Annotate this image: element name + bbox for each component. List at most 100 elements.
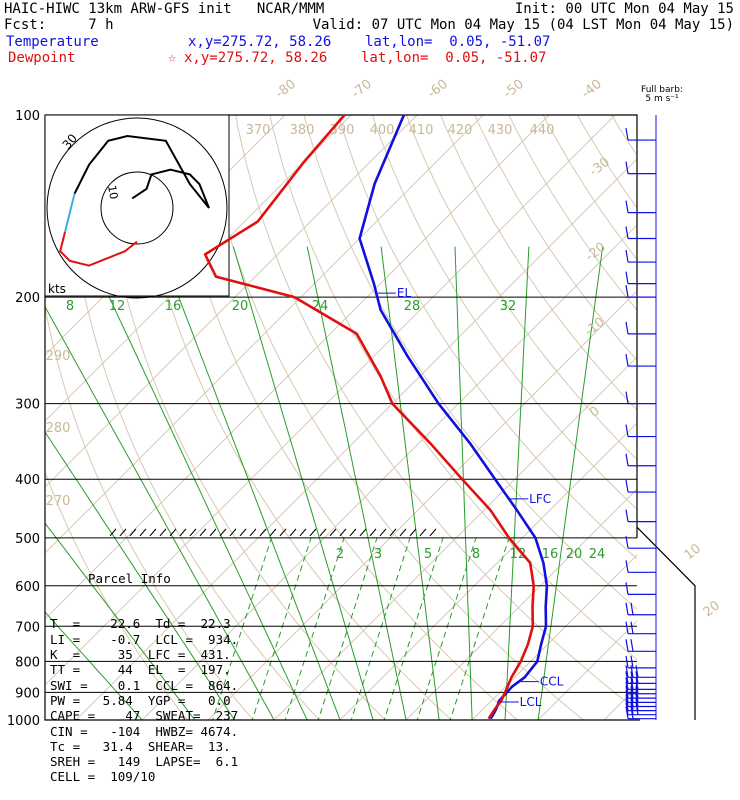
pressure-tick-label: 500 (15, 532, 40, 547)
wind-barb (626, 480, 656, 492)
wind-barb (626, 454, 656, 466)
hatch-mark (240, 529, 246, 536)
dry-adiabat-label: 410 (409, 123, 434, 138)
parcel-info-row: PW = 5.84 YGP = 0.0 (50, 693, 238, 708)
wind-barb-flag (626, 272, 628, 284)
mixing-ratio-line (248, 538, 311, 733)
wind-barb-flag (626, 480, 628, 492)
parcel-info-row: TT = 44 EL = 197. (50, 662, 238, 677)
level-label: EL (397, 286, 412, 300)
dry-adiabat-line (330, 87, 740, 733)
parcel-info-row: T = 22.6 Td = 22.3 (50, 616, 238, 631)
dry-adiabat-line (529, 87, 740, 733)
wind-barb (626, 603, 656, 615)
mixing-ratio-label: 12 (109, 299, 126, 314)
wind-barb (626, 128, 656, 140)
wind-barb-flag (626, 425, 628, 437)
pressure-tick-label: 600 (15, 580, 40, 595)
wind-barb-flag (626, 322, 628, 334)
hatch-mark (250, 529, 256, 536)
hatch-mark (330, 529, 336, 536)
wind-barb (626, 582, 656, 594)
mixing-ratio-label: 24 (589, 547, 606, 562)
wind-barb-flag (626, 162, 628, 174)
isotherm-line (525, 87, 740, 733)
wind-barb-flag (626, 354, 628, 366)
mixing-ratio-label: 8 (66, 299, 74, 314)
hatch-mark (360, 529, 366, 536)
dry-adiabat-line (397, 87, 740, 733)
hatch-mark (140, 529, 146, 536)
wind-barb-flag (626, 639, 628, 651)
isotherm-label: 10 (682, 541, 704, 563)
pressure-tick-label: 400 (15, 473, 40, 488)
wind-barb (626, 226, 656, 238)
dry-adiabat-line (695, 87, 740, 733)
pressure-tick-label: 100 (15, 109, 40, 124)
wind-barb (626, 201, 656, 213)
hatch-mark (430, 529, 436, 536)
pressure-tick-label: 1000 (7, 714, 40, 729)
hatch-mark (200, 529, 206, 536)
dry-adiabat-label: 430 (488, 123, 513, 138)
hatch-mark (340, 529, 346, 536)
mixing-ratio-label: 5 (424, 547, 432, 562)
hatch-mark (420, 529, 426, 536)
isotherm-label: -60 (425, 77, 451, 102)
dry-adiabat-line (728, 87, 740, 733)
mixing-ratio-line (347, 538, 410, 733)
level-label: CCL (540, 675, 564, 689)
parcel-info-row: SWI = 0.1 CCL = 864. (50, 678, 238, 693)
mixing-ratio-label: 16 (165, 299, 182, 314)
mixing-ratio-line (281, 538, 344, 733)
hatch-mark (260, 529, 266, 536)
hatch-mark (130, 529, 136, 536)
isotherm-line (657, 87, 740, 733)
level-label: LFC (529, 492, 551, 506)
wind-barb-flag (626, 250, 628, 262)
isotherm-line (459, 87, 740, 733)
hatch-mark (290, 529, 296, 536)
hatch-mark (160, 529, 166, 536)
hatch-mark (220, 529, 226, 536)
hatch-mark (350, 529, 356, 536)
hatch-mark (380, 529, 386, 536)
mixing-ratio-label: 32 (500, 299, 517, 314)
parcel-info-row: K = 35 LFC = 431. (50, 647, 238, 662)
pressure-tick-label: 800 (15, 655, 40, 670)
hatch-mark (210, 529, 216, 536)
wind-barb-flag (626, 603, 628, 615)
wind-barb-flag (626, 510, 628, 522)
wind-barb (626, 665, 656, 677)
parcel-info-row: CIN = -104 HWBZ= 4674. (50, 724, 238, 739)
mixing-ratio-label: 16 (542, 547, 559, 562)
wind-barb-flag (631, 639, 633, 651)
parcel-info-title: Parcel Info (50, 571, 238, 586)
parcel-info-row: LI = -0.7 LCL = 934. (50, 632, 238, 647)
moist-adiabat-line (307, 247, 409, 733)
hatch-mark (410, 529, 416, 536)
mixing-ratio-label: 20 (232, 299, 249, 314)
isotherm-line (327, 87, 740, 733)
wind-barb (626, 162, 656, 174)
dry-adiabat-line (363, 87, 740, 733)
dry-adiabat-label: 400 (370, 123, 395, 138)
isotherm-label: 20 (701, 598, 723, 620)
isotherm-line (195, 87, 740, 733)
wind-barb (626, 425, 656, 437)
parcel-info-row: SREH = 149 LAPSE= 6.1 (50, 754, 238, 769)
isotherm-label: -30 (587, 155, 613, 180)
hodograph-ring-label: 10 (105, 184, 120, 200)
isotherm-label: -50 (501, 77, 527, 102)
dry-adiabat-label: 380 (290, 123, 315, 138)
wind-barb-flag (631, 622, 633, 634)
hatch-mark (150, 529, 156, 536)
level-label: LCL (520, 695, 542, 709)
hatch-mark (300, 529, 306, 536)
dry-adiabat-line (463, 87, 740, 733)
mixing-ratio-label: 28 (404, 299, 421, 314)
isotherm-line (261, 87, 740, 733)
wind-barb (626, 707, 656, 719)
dry-adiabat-line (430, 87, 740, 733)
dry-adiabat-line (595, 87, 740, 733)
